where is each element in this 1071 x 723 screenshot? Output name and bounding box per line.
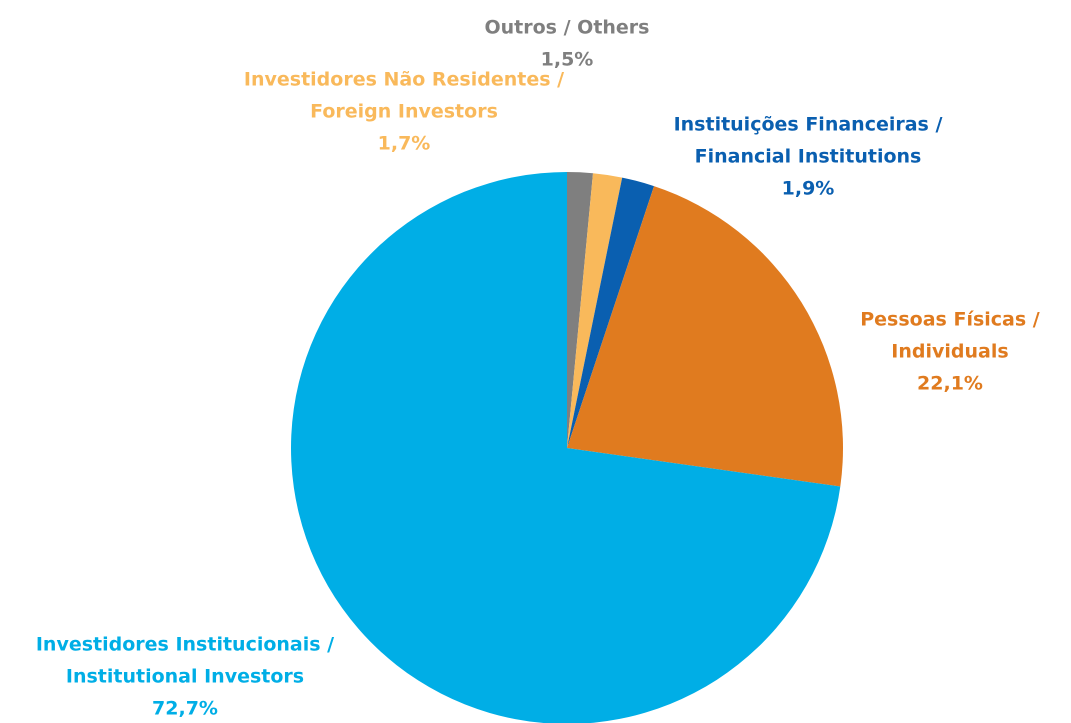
slice-value-label: 1,9%	[782, 178, 835, 200]
pie-slice	[567, 173, 623, 448]
slice-value-label: 72,7%	[152, 698, 218, 720]
slice-label: Instituições Financeiras /	[674, 114, 943, 136]
slice-label: Institutional Investors	[66, 666, 304, 688]
slice-label: Outros / Others	[485, 17, 650, 39]
pie-slice	[291, 172, 841, 723]
slice-label: Investidores Institucionais /	[36, 634, 334, 656]
slice-value-label: 22,1%	[917, 373, 983, 395]
slice-label: Financial Institutions	[695, 146, 922, 168]
pie-slice	[567, 177, 655, 448]
slice-label: Foreign Investors	[310, 101, 498, 123]
slice-value-label: 1,5%	[541, 49, 594, 71]
slice-label: Individuals	[891, 341, 1008, 363]
pie-slice	[567, 172, 593, 448]
slice-value-label: 1,7%	[378, 133, 431, 155]
slice-label: Investidores Não Residentes /	[244, 69, 564, 91]
slice-label: Pessoas Físicas /	[860, 309, 1040, 331]
pie-slice	[567, 186, 843, 487]
